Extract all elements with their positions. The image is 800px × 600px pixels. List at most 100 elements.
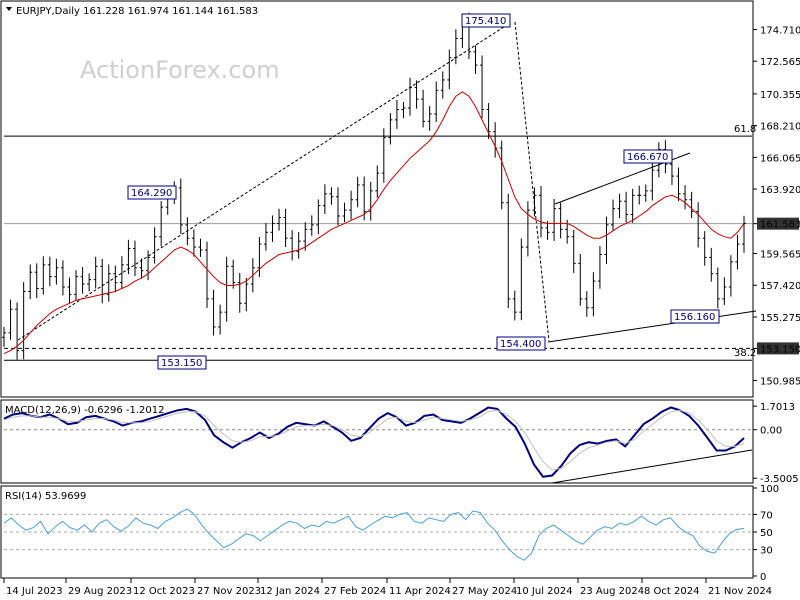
price-bar [15, 302, 20, 360]
annotation-box [496, 336, 546, 351]
price-bar [617, 193, 622, 219]
annotation-text: 164.290 [131, 188, 172, 199]
price-bar [218, 304, 223, 335]
price-bar [414, 80, 419, 109]
price-tick-label: 157.420 [760, 281, 800, 292]
price-bar [650, 160, 655, 201]
price-bar [342, 202, 347, 223]
date-tick-label: 14 Jul 2023 [6, 586, 63, 597]
price-bar [303, 222, 308, 251]
header-triangle-icon [6, 7, 12, 11]
price-bar [408, 77, 413, 116]
date-tick-label: 23 Aug 2024 [580, 586, 644, 597]
price-bar [113, 265, 118, 293]
annotation-label: 156.160 [670, 309, 720, 324]
annotation-text: 175.410 [465, 16, 506, 27]
price-bar [349, 190, 354, 220]
annotation-label: 154.400 [496, 336, 546, 351]
annotation-label: 175.410 [461, 13, 511, 28]
price-bar [224, 256, 229, 322]
price-bar [80, 267, 85, 294]
price-tick-label: 163.920 [760, 185, 800, 196]
price-bar [381, 128, 386, 183]
annotation-text: 153.150 [161, 358, 202, 369]
price-bar [21, 282, 26, 360]
price-panel-frame [0, 0, 754, 398]
rsi-tick-label: 70 [760, 510, 773, 521]
price-bar [434, 81, 439, 122]
price-tick-label: 170.355 [760, 90, 800, 101]
price-tag: 161.583 [757, 217, 800, 231]
dashed-trendline [17, 22, 511, 341]
price-bar [421, 89, 426, 128]
price-bar [270, 215, 275, 242]
date-tick-label: 11 Apr 2024 [389, 586, 451, 597]
price-bar [159, 201, 164, 247]
date-tick-label: 27 Nov 2023 [197, 586, 261, 597]
price-bar [702, 231, 707, 266]
price-bar [146, 250, 151, 281]
price-tag: 153.150 [757, 342, 800, 355]
annotation-box [623, 149, 673, 164]
price-tick-label: 159.565 [760, 250, 800, 261]
macd-tick-label: -3.5005 [760, 474, 799, 485]
price-bar [316, 199, 321, 235]
price-bar [283, 208, 288, 248]
price-bar [532, 187, 537, 217]
price-bar [552, 199, 557, 241]
price-bar [604, 216, 609, 264]
rsi-tick-label: 0 [760, 572, 766, 583]
price-bar [178, 178, 183, 234]
rsi-header-text: RSI(14) 53.9699 [5, 491, 86, 502]
axis-layer: 174.710 172.565 170.355 168.210 166.065 163.9… [3, 25, 800, 597]
annotation-label: 166.670 [623, 149, 673, 164]
date-tick-label: 8 Oct 2024 [644, 586, 699, 597]
rsi-layer [3, 508, 752, 561]
price-bar [597, 246, 602, 289]
price-bar [329, 187, 334, 205]
dashed-leg-line [514, 21, 550, 342]
annotation-text: 166.670 [627, 152, 668, 163]
rsi-tick-label: 30 [760, 546, 773, 557]
price-bar [126, 239, 131, 275]
price-bar [584, 291, 589, 317]
price-tag-bg [757, 342, 799, 355]
price-bar [440, 71, 445, 99]
price-bar [191, 229, 196, 257]
guide-lines [17, 21, 757, 484]
price-bar [237, 272, 242, 313]
price-bar [277, 208, 282, 231]
signal-line [3, 409, 745, 471]
price-bar [211, 289, 216, 336]
price-tick-label: 166.065 [760, 153, 800, 164]
price-layer: 61.8 38.2 175.410 164.290 153.150 166.670 154.… [2, 12, 756, 370]
price-tag-text: 153.150 [760, 344, 800, 355]
price-bar [119, 256, 124, 290]
price-header: EURJPY,Daily 161.228 161.974 161.144 161… [6, 6, 258, 17]
macd-trendline [551, 449, 753, 484]
macd-layer [3, 406, 752, 478]
annotation-box [127, 185, 177, 200]
price-bar [67, 277, 72, 304]
price-bar [525, 201, 530, 257]
price-bar [473, 45, 478, 74]
price-bar [519, 238, 524, 321]
price-bar [722, 277, 727, 305]
price-bar [427, 106, 432, 131]
price-bar [643, 184, 648, 202]
price-bar [139, 258, 144, 279]
date-tick-label: 10 Jul 2024 [516, 586, 573, 597]
price-bar [480, 55, 485, 119]
price-bar [624, 191, 629, 223]
price-tick-label: 172.565 [760, 57, 800, 68]
rsi-tick-label: 100 [760, 484, 779, 495]
price-bar [368, 181, 373, 221]
price-bar [205, 241, 210, 308]
date-tick-label: 12 Oct 2023 [133, 586, 195, 597]
price-bar [309, 215, 314, 236]
annotation-box [461, 13, 511, 28]
price-bar [263, 223, 268, 251]
price-tag-text: 161.583 [760, 220, 800, 231]
